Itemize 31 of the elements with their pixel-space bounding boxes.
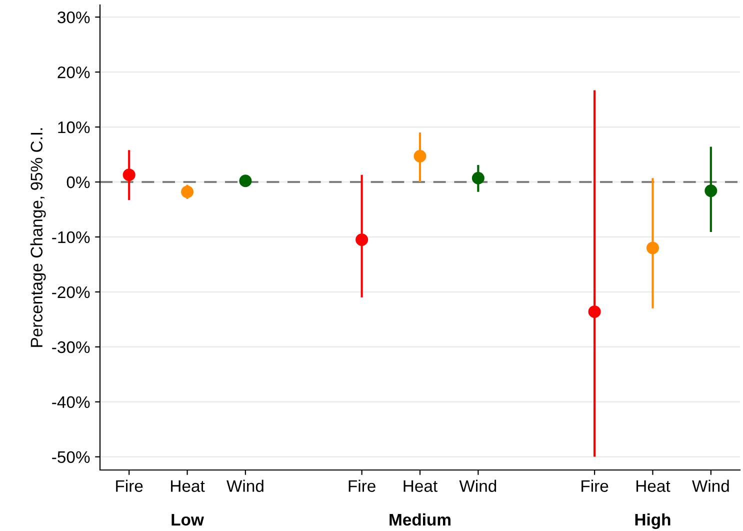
text: Medium	[390, 513, 450, 526]
point	[239, 174, 252, 188]
y-tick-label: -50%	[52, 451, 90, 464]
x-tick-label: Wind	[459, 480, 496, 492]
y-tick-label: 10%	[58, 121, 90, 134]
point	[414, 150, 426, 162]
y-tick-label: 20%	[58, 66, 90, 78]
point	[646, 242, 659, 254]
point	[472, 172, 484, 184]
y-tick-label: -20%	[52, 286, 90, 298]
x-tick-label: Fire	[348, 480, 376, 492]
x-tick-label: Wind	[692, 480, 729, 492]
x-tick-label: Heat	[404, 480, 438, 492]
x-tick-label: Heat	[171, 480, 205, 492]
x-tick-label: Fire	[582, 480, 608, 492]
y-axis-title: Percentage Change, 95% C.I.	[30, 128, 46, 347]
text: High	[635, 513, 670, 529]
x-tick-label: Wind	[226, 480, 264, 492]
x-tick-label: Heat	[636, 480, 670, 492]
y-tick-label: -40%	[52, 396, 90, 408]
y-tick-label: 0%	[66, 176, 90, 188]
y-tick-label: -10%	[52, 231, 90, 244]
point	[181, 186, 194, 198]
y-tick-label: -30%	[52, 341, 90, 354]
y-tick-label: 30%	[58, 11, 90, 24]
text: Low	[172, 514, 204, 526]
point	[588, 305, 601, 318]
x-tick-label: Fire	[116, 480, 143, 492]
point	[704, 184, 718, 198]
point	[122, 168, 136, 182]
point	[356, 233, 368, 246]
